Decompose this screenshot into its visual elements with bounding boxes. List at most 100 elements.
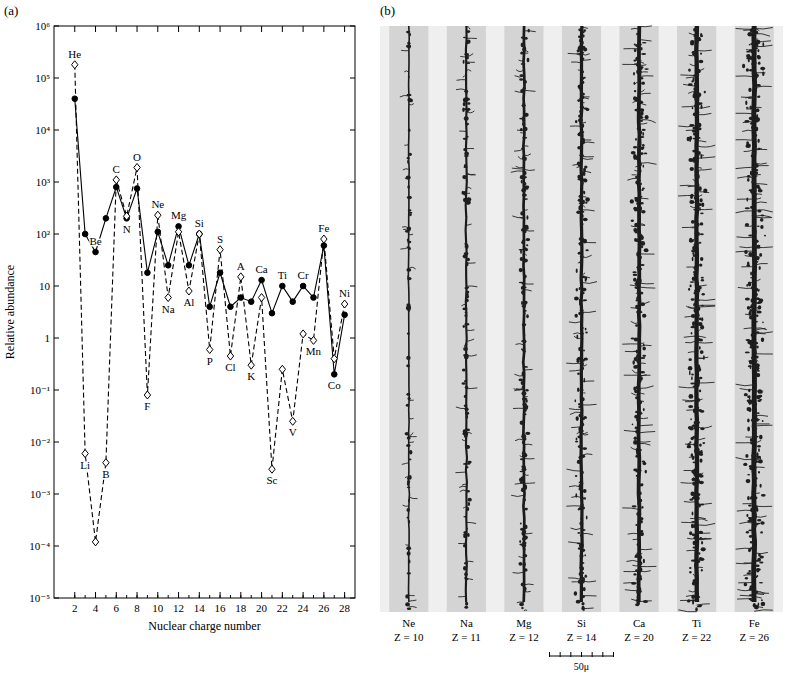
grain xyxy=(582,567,584,571)
delta-ray xyxy=(639,417,648,419)
delta-ray xyxy=(401,50,409,51)
x-tick-label: 22 xyxy=(277,602,288,614)
x-tick xyxy=(240,26,241,32)
grain xyxy=(750,498,753,500)
grain xyxy=(637,502,641,506)
point-label: N xyxy=(123,223,131,235)
track-charge: Z = 14 xyxy=(567,631,597,643)
grain xyxy=(579,572,583,576)
grain xyxy=(466,295,470,298)
delta-ray xyxy=(740,389,755,390)
grain xyxy=(522,544,527,548)
x-tick-label: 16 xyxy=(215,602,227,614)
grain xyxy=(462,175,466,179)
grain xyxy=(693,291,698,294)
grain xyxy=(700,102,703,105)
delta-ray xyxy=(639,120,643,121)
grain xyxy=(583,191,585,195)
grain xyxy=(407,551,411,555)
grain xyxy=(577,49,579,52)
grain xyxy=(760,484,762,488)
grain xyxy=(581,77,584,80)
grain xyxy=(700,212,704,214)
grain xyxy=(578,114,583,117)
marker xyxy=(165,263,171,269)
grain xyxy=(700,222,704,225)
delta-ray xyxy=(639,566,656,567)
grain xyxy=(582,447,587,450)
point-label: S xyxy=(217,233,223,245)
delta-ray xyxy=(466,193,470,194)
y-tick-label: 10⁵ xyxy=(35,72,50,84)
delta-ray xyxy=(697,191,710,193)
delta-ray xyxy=(754,263,768,265)
x-minor-tick xyxy=(168,595,169,598)
grain xyxy=(757,49,759,52)
y-tick xyxy=(54,182,59,183)
grain xyxy=(635,176,639,178)
grain xyxy=(521,63,526,65)
grain xyxy=(696,183,700,187)
delta-ray xyxy=(680,74,696,76)
grain xyxy=(581,389,583,391)
delta-ray xyxy=(697,106,711,108)
delta-ray xyxy=(737,199,754,200)
grain xyxy=(576,358,580,361)
grain xyxy=(701,279,704,281)
grain xyxy=(691,332,693,334)
grain xyxy=(695,574,698,577)
grain xyxy=(750,547,752,551)
grain xyxy=(697,365,700,367)
grain xyxy=(697,596,700,598)
grain xyxy=(697,243,699,245)
grain xyxy=(698,127,702,130)
grain xyxy=(465,602,468,606)
grain xyxy=(578,45,582,50)
grain xyxy=(521,476,524,481)
delta-ray xyxy=(754,246,773,248)
delta-ray xyxy=(639,386,653,389)
point-labels: HeLiBeBCNOFNeNaMgAlSiPSClAKCaScTiVCrMnFe… xyxy=(68,48,350,486)
y-tick xyxy=(54,338,59,339)
grain xyxy=(693,436,697,439)
grain xyxy=(700,537,702,539)
grain xyxy=(635,396,638,399)
grain xyxy=(749,588,753,591)
grain xyxy=(752,301,756,305)
y-tick xyxy=(350,26,355,27)
grain xyxy=(693,74,697,76)
grain xyxy=(755,540,757,543)
grain xyxy=(687,446,692,449)
point-label: Ne xyxy=(151,198,164,210)
grain xyxy=(634,556,637,558)
x-minor-tick xyxy=(178,595,179,598)
grain xyxy=(753,261,758,263)
grain xyxy=(693,303,697,307)
grain xyxy=(642,506,644,508)
grain xyxy=(576,211,580,214)
grain xyxy=(750,171,752,175)
grain xyxy=(750,541,755,544)
grain xyxy=(699,318,702,321)
delta-ray xyxy=(697,358,704,360)
x-minor-tick xyxy=(271,595,272,598)
grain xyxy=(750,496,752,499)
delta-ray xyxy=(639,89,644,91)
grain xyxy=(637,450,639,454)
track xyxy=(447,26,486,612)
grain xyxy=(757,96,760,98)
track xyxy=(504,26,543,612)
grain xyxy=(753,133,757,137)
delta-ray xyxy=(639,75,653,77)
grain xyxy=(467,56,469,60)
grain xyxy=(753,285,755,287)
grain xyxy=(526,398,528,400)
marker xyxy=(227,352,233,360)
delta-ray xyxy=(742,130,754,131)
grain xyxy=(524,310,527,312)
marker xyxy=(103,216,109,222)
point-label: Fe xyxy=(318,222,329,234)
grain xyxy=(581,181,584,186)
grain xyxy=(466,203,470,205)
grain xyxy=(694,443,696,447)
